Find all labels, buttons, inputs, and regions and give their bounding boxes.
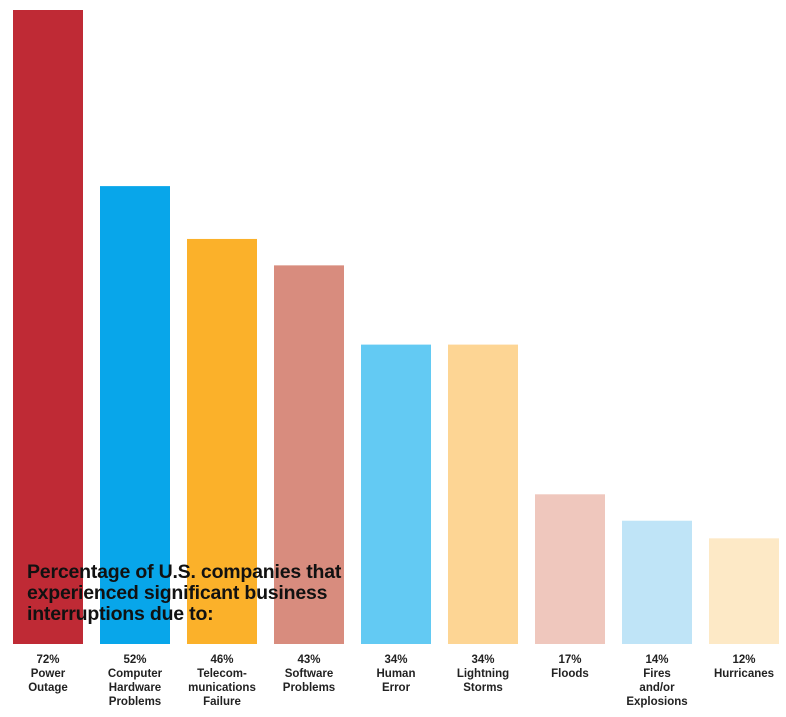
bar-7 [535,494,605,644]
bar-label-9: 12% Hurricanes [714,654,774,680]
value-label: 14% [645,654,668,666]
bar-label-1: 72% Power Outage [28,654,68,694]
category-label-line: Storms [463,682,503,694]
value-label: 43% [297,654,320,666]
category-label-line: Problems [109,696,161,708]
bar-label-2: 52% Computer Hardware Problems [108,654,163,708]
category-label-line: Telecom- [197,668,247,680]
category-label-line: Power [31,668,66,680]
value-label: 52% [123,654,146,666]
category-label-line: Outage [28,682,68,694]
category-label-line: Fires [643,668,671,680]
value-label: 17% [558,654,581,666]
bar-label-4: 43% Software Problems [283,654,335,694]
value-label: 34% [384,654,407,666]
bar-label-3: 46% Telecom-munications Failure [188,654,256,708]
category-label-line: Human [377,668,416,680]
bar-8 [622,520,692,644]
chart-title: Percentage of U.S. companies that experi… [27,561,342,625]
value-label: 72% [36,654,59,666]
category-label-line: Failure [203,696,241,708]
category-label-line: Lightning [457,668,509,680]
labels-group: 72% Power Outage 52% Computer Hardware Problem… [28,654,774,708]
category-label-line: Computer [108,668,163,680]
bar-2 [100,186,170,644]
bar-9 [709,538,779,644]
bar-5 [361,344,431,644]
category-label-line: Software [285,668,334,680]
bar-label-7: 17% Floods [551,654,589,680]
category-label-line: Error [382,682,411,694]
category-label-line: Hurricanes [714,668,774,680]
value-label: 46% [210,654,233,666]
bar-label-5: 34% Human Error [377,654,416,694]
bar-3 [187,238,257,644]
value-label: 34% [471,654,494,666]
category-label-line: Problems [283,682,335,694]
bar-1 [13,10,83,644]
category-label-line: Hardware [109,682,161,694]
category-label-line: munications [188,682,256,694]
category-label-line: Floods [551,668,589,680]
bar-6 [448,344,518,644]
bars-group [13,10,779,644]
bar-label-8: 14% Fires and/or Explosions [626,654,687,708]
category-label-line: and/or [639,682,675,694]
bar-label-6: 34% Lightning Storms [457,654,509,694]
value-label: 12% [732,654,755,666]
category-label-line: Explosions [626,696,687,708]
bar-4 [274,265,344,644]
